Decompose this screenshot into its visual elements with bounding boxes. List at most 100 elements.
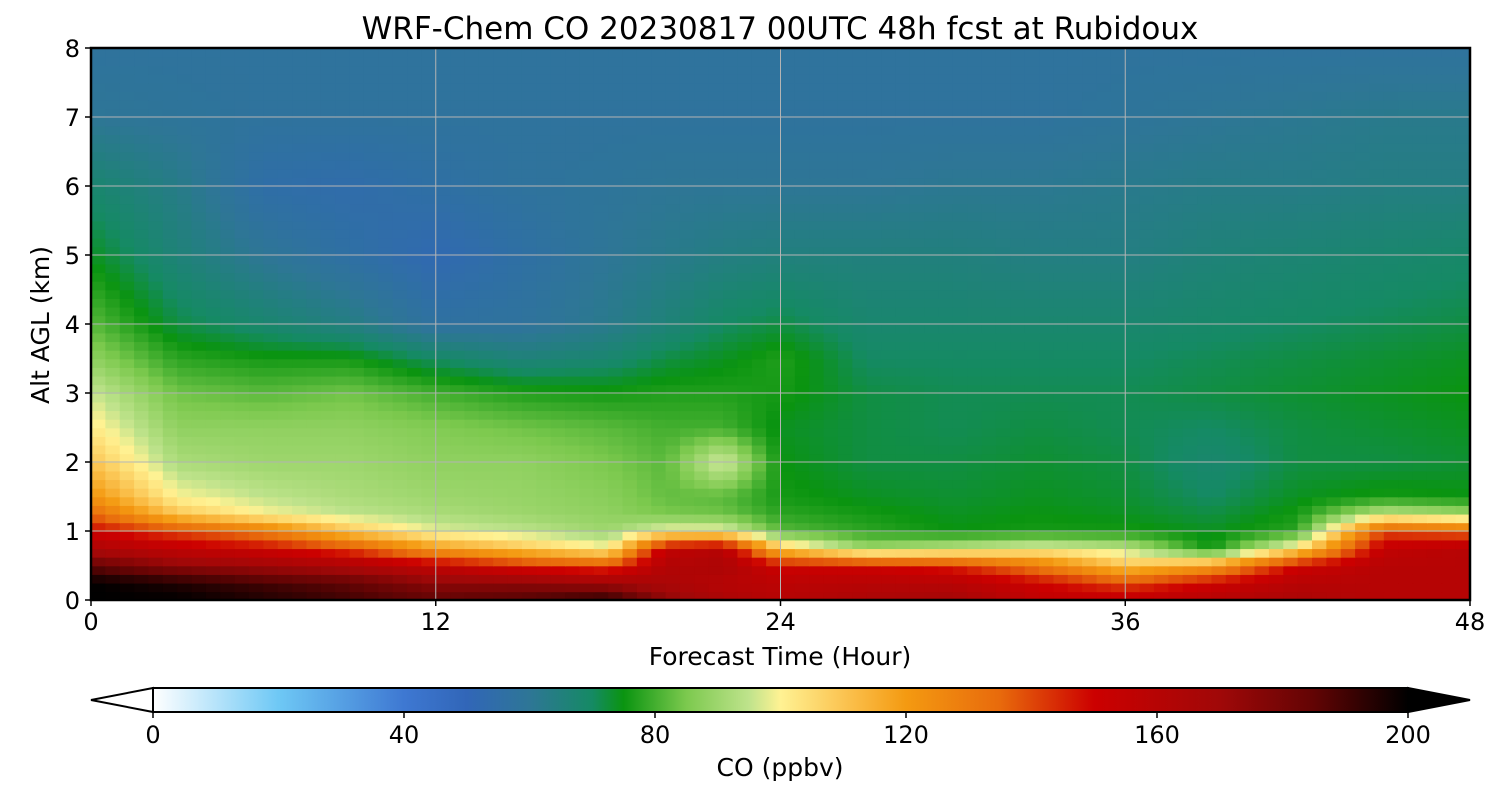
heatmap-cell bbox=[708, 151, 724, 161]
heatmap-cell bbox=[91, 160, 107, 170]
heatmap-cell bbox=[1441, 574, 1457, 584]
heatmap-cell bbox=[622, 211, 638, 222]
heatmap-cell bbox=[679, 358, 696, 368]
heatmap-cell bbox=[909, 487, 925, 498]
heatmap-cell bbox=[493, 565, 509, 575]
heatmap-cell bbox=[924, 246, 940, 256]
heatmap-cell bbox=[1053, 574, 1069, 584]
heatmap-cell bbox=[565, 384, 581, 394]
heatmap-cell bbox=[995, 470, 1012, 481]
heatmap-cell bbox=[1182, 211, 1198, 222]
heatmap-cell bbox=[205, 384, 222, 394]
heatmap-cell bbox=[1340, 306, 1356, 317]
heatmap-cell bbox=[665, 211, 681, 222]
heatmap-cell bbox=[1197, 263, 1213, 274]
heatmap-cell bbox=[895, 203, 911, 213]
heatmap-cell bbox=[493, 246, 509, 256]
heatmap-cell bbox=[794, 324, 811, 334]
heatmap-cell bbox=[1139, 453, 1155, 463]
heatmap-cell bbox=[780, 358, 796, 368]
heatmap-cell bbox=[1326, 574, 1342, 584]
heatmap-cell bbox=[205, 358, 222, 368]
heatmap-cell bbox=[349, 280, 365, 291]
heatmap-cell bbox=[694, 349, 710, 360]
heatmap-cell bbox=[450, 556, 466, 567]
heatmap-cell bbox=[1010, 556, 1026, 567]
heatmap-cell bbox=[1053, 168, 1069, 179]
heatmap-cell bbox=[1110, 160, 1127, 170]
heatmap-cell bbox=[464, 177, 480, 187]
heatmap-cell bbox=[91, 531, 107, 541]
heatmap-cell bbox=[177, 220, 193, 230]
heatmap-cell bbox=[277, 160, 293, 170]
heatmap-cell bbox=[234, 263, 250, 274]
heatmap-cell bbox=[1355, 582, 1371, 593]
heatmap-cell bbox=[134, 410, 150, 420]
heatmap-cell bbox=[263, 211, 279, 222]
heatmap-cell bbox=[924, 255, 940, 265]
heatmap-cell bbox=[205, 332, 222, 343]
heatmap-cell bbox=[866, 444, 882, 455]
heatmap-cell bbox=[464, 375, 480, 386]
heatmap-cell bbox=[435, 393, 451, 403]
heatmap-cell bbox=[1254, 444, 1270, 455]
heatmap-cell bbox=[708, 418, 724, 429]
heatmap-cell bbox=[536, 565, 552, 575]
heatmap-cell bbox=[1197, 289, 1213, 299]
heatmap-cell bbox=[263, 418, 279, 429]
heatmap-cell bbox=[1254, 186, 1270, 196]
heatmap-cell bbox=[622, 574, 638, 584]
heatmap-cell bbox=[335, 263, 351, 274]
heatmap-cell bbox=[1426, 384, 1443, 394]
heatmap-cell bbox=[766, 298, 782, 308]
heatmap-cell bbox=[550, 539, 566, 550]
heatmap-cell bbox=[708, 246, 724, 256]
heatmap-cell bbox=[608, 470, 624, 481]
heatmap-cell bbox=[967, 539, 983, 550]
heatmap-cell bbox=[335, 211, 351, 222]
heatmap-cell bbox=[1412, 393, 1428, 403]
heatmap-cell bbox=[823, 522, 839, 532]
heatmap-cell bbox=[407, 556, 423, 567]
heatmap-cell bbox=[636, 220, 653, 230]
heatmap-cell bbox=[1240, 349, 1256, 360]
heatmap-cell bbox=[378, 574, 394, 584]
heatmap-cell bbox=[636, 375, 653, 386]
heatmap-cell bbox=[1254, 582, 1270, 593]
heatmap-cell bbox=[1225, 393, 1241, 403]
heatmap-cell bbox=[1340, 255, 1356, 265]
heatmap-cell bbox=[91, 220, 107, 230]
heatmap-cell bbox=[1283, 280, 1299, 291]
heatmap-cell bbox=[1139, 160, 1155, 170]
heatmap-cell bbox=[320, 324, 336, 334]
heatmap-cell bbox=[1211, 470, 1227, 481]
heatmap-cell bbox=[751, 393, 767, 403]
heatmap-cell bbox=[91, 306, 107, 317]
heatmap-cell bbox=[1383, 349, 1399, 360]
heatmap-cell bbox=[1355, 151, 1371, 161]
heatmap-cell bbox=[1240, 539, 1256, 550]
heatmap-cell bbox=[780, 280, 796, 291]
heatmap-cell bbox=[1412, 410, 1428, 420]
heatmap-cell bbox=[967, 341, 983, 351]
heatmap-cell bbox=[536, 298, 552, 308]
heatmap-cell bbox=[435, 436, 451, 446]
heatmap-cell bbox=[177, 505, 193, 515]
heatmap-cell bbox=[335, 246, 351, 256]
heatmap-cell bbox=[809, 436, 825, 446]
heatmap-cell bbox=[464, 349, 480, 360]
heatmap-cell bbox=[363, 479, 380, 489]
heatmap-cell bbox=[1398, 168, 1414, 179]
heatmap-cell bbox=[1254, 255, 1270, 265]
heatmap-cell bbox=[277, 194, 293, 205]
heatmap-cell bbox=[1053, 194, 1069, 205]
heatmap-cell bbox=[450, 427, 466, 437]
heatmap-cell bbox=[565, 375, 581, 386]
heatmap-cell bbox=[1340, 220, 1356, 230]
heatmap-cell bbox=[105, 246, 121, 256]
heatmap-cell bbox=[134, 444, 150, 455]
heatmap-cell bbox=[493, 367, 509, 377]
heatmap-cell bbox=[335, 462, 351, 472]
heatmap-cell bbox=[1240, 548, 1256, 558]
heatmap-cell bbox=[421, 255, 437, 265]
